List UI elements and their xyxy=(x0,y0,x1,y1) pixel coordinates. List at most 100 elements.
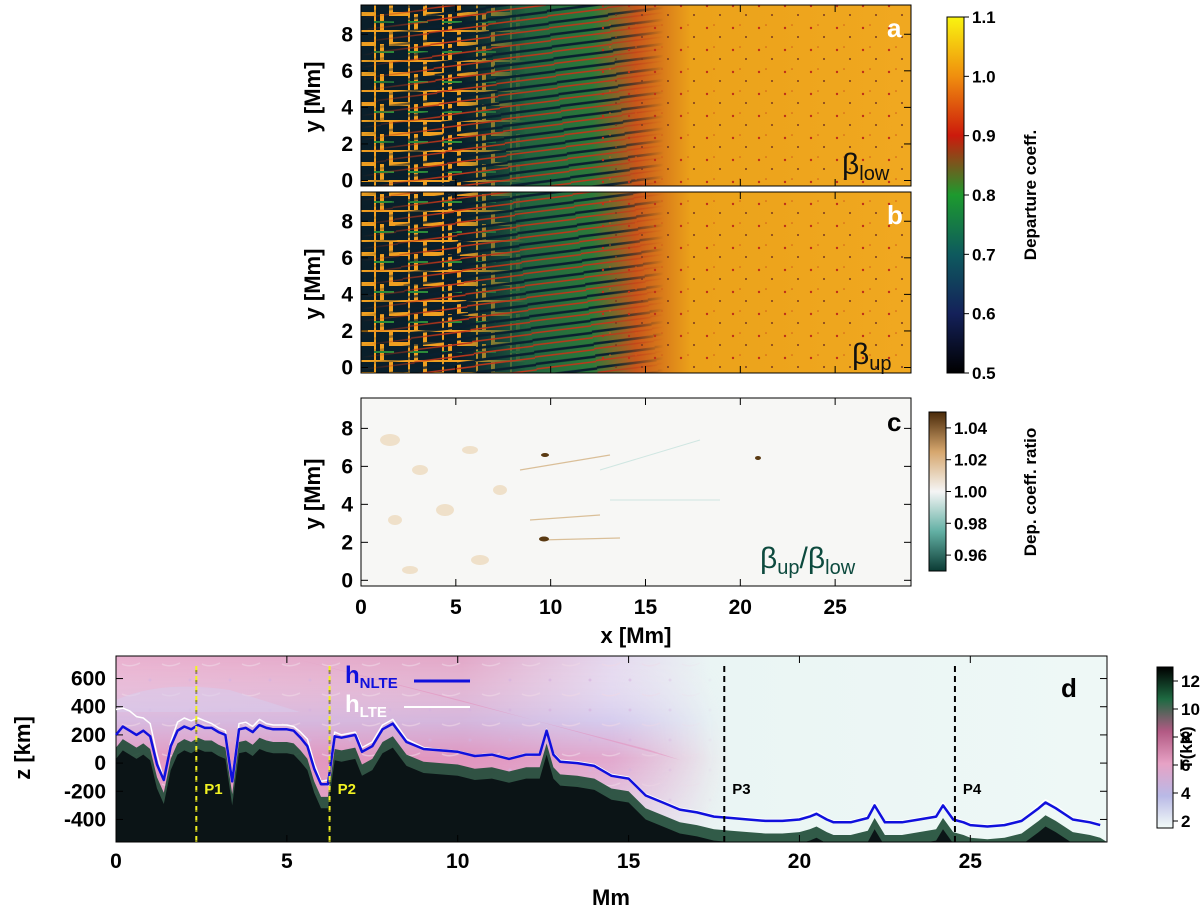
temperature-colorbar-tick-label: 4 xyxy=(1181,784,1191,803)
panel-a-ytick-label: 2 xyxy=(341,133,353,156)
legend-nlte-symbol: h xyxy=(345,662,360,689)
panel-c-xlabel: x [Mm] xyxy=(601,623,672,648)
beta-low-sub: low xyxy=(859,163,890,185)
departure-colorbar xyxy=(946,16,965,374)
photosphere-dark xyxy=(116,747,1107,842)
panel-d-map xyxy=(116,656,1107,842)
ratio-colorbar-tick-label: 1.04 xyxy=(954,419,988,438)
panel-a-ytick-label: 8 xyxy=(341,23,353,46)
panel-c-ytick-label: 6 xyxy=(341,455,353,478)
ratio-slash: / xyxy=(800,542,809,575)
panel-c-ytick-label: 4 xyxy=(341,493,353,516)
panel-b-label: b xyxy=(887,200,903,230)
panel-b-ytick-label: 4 xyxy=(341,283,353,306)
panel-c-ytick-label: 2 xyxy=(341,531,353,554)
departure-colorbar-tick-label: 0.6 xyxy=(972,305,996,324)
ratio-colorbar-tick-label: 1.02 xyxy=(954,451,987,470)
ratio-symbol-2: β xyxy=(808,542,825,575)
beta-up-annotation: βup xyxy=(852,338,892,375)
ratio-colorbar-label: Dep. coeff. ratio xyxy=(1021,428,1040,556)
temperature-colorbar-tick-label: 6 xyxy=(1181,756,1190,775)
panel-d-xtick-label: 20 xyxy=(788,850,811,873)
departure-colorbar-tick-label: 0.9 xyxy=(972,127,996,146)
legend-lte-sub: LTE xyxy=(360,704,387,721)
panel-c-ytick-label: 8 xyxy=(341,417,353,440)
ratio-colorbar-tick-label: 0.98 xyxy=(954,514,987,533)
temperature-colorbar-tick-label: 8 xyxy=(1181,728,1190,747)
panel-d-ytick-label: 0 xyxy=(94,752,106,775)
ratio-symbol-1: β xyxy=(760,542,777,575)
panel-c-xtick-label: 10 xyxy=(539,596,562,619)
marker-label: P2 xyxy=(338,781,356,798)
beta-up-symbol: β xyxy=(852,338,869,371)
temperature-colorbar-tick-label: 2 xyxy=(1181,812,1190,831)
panel-c-map xyxy=(361,398,911,586)
panel-a-frame xyxy=(360,4,912,187)
panel-c-xtick-label: 5 xyxy=(450,596,462,619)
departure-colorbar-label: Departure coeff. xyxy=(1021,130,1040,260)
temperature-colorbar-label: T(kK) xyxy=(1177,726,1196,769)
panel-b-ylabel: y [Mm] xyxy=(300,249,325,320)
panel-b-ytick-label: 0 xyxy=(341,357,353,380)
panel-d-ytick-label: 200 xyxy=(71,724,106,747)
panel-d-ytick-label: 600 xyxy=(71,668,106,691)
panel-d-xtick-label: 25 xyxy=(959,850,983,873)
panel-d-photosphere xyxy=(116,736,1107,842)
panel-c-ytick-label: 0 xyxy=(341,569,353,592)
panel-d-xtick-label: 5 xyxy=(281,850,293,873)
beta-ratio-annotation: βup/βlow xyxy=(760,542,856,579)
ratio-sub-2: low xyxy=(825,557,856,579)
legend-lte-symbol: h xyxy=(345,691,360,718)
beta-low-annotation: βlow xyxy=(842,148,890,185)
departure-colorbar-tick-label: 1.1 xyxy=(972,8,996,27)
panel-d-ylabel: z [km] xyxy=(10,716,35,780)
panel-c-ylabel: y [Mm] xyxy=(300,459,325,530)
departure-colorbar-tick-label: 0.7 xyxy=(972,245,996,264)
hnlte-line xyxy=(115,722,1101,828)
panel-c-xtick-label: 0 xyxy=(355,596,367,619)
panel-b-map xyxy=(361,192,911,373)
temperature-colorbar xyxy=(1156,666,1174,829)
beta-low-symbol: β xyxy=(842,148,859,181)
panel-d-ytick-label: -400 xyxy=(64,808,106,831)
beta-up-sub: up xyxy=(869,353,891,375)
panel-d-lines: P1 P2 P3 P4 xyxy=(115,666,1101,842)
panel-d-frame xyxy=(115,655,1108,843)
panel-c-xtick-label: 20 xyxy=(729,596,752,619)
panel-d-xtick-label: 10 xyxy=(446,850,469,873)
ratio-colorbar xyxy=(928,411,947,572)
panel-b-ytick-label: 6 xyxy=(341,247,353,270)
legend-lte: hLTE xyxy=(345,691,387,721)
legend-nlte: hNLTE xyxy=(345,662,398,692)
departure-colorbar-tick-label: 0.5 xyxy=(972,364,996,383)
departure-colorbar-tick-label: 0.8 xyxy=(972,186,996,205)
panel-c-xtick-label: 25 xyxy=(823,596,847,619)
panel-d-xtick-label: 15 xyxy=(617,850,641,873)
marker-label: P4 xyxy=(963,781,982,798)
panel-c-label: c xyxy=(887,407,901,437)
departure-colorbar-tick-label: 1.0 xyxy=(972,67,996,86)
panel-d-ytick-label: 400 xyxy=(71,696,106,719)
marker-label: P1 xyxy=(204,781,222,798)
panel-d-ytick-label: -200 xyxy=(64,780,106,803)
panel-a-ytick-label: 4 xyxy=(341,96,353,119)
panel-c-frame xyxy=(360,397,912,587)
panel-b-frame xyxy=(360,191,912,374)
panel-b-ytick-label: 2 xyxy=(341,320,353,343)
panel-b-ytick-label: 8 xyxy=(341,210,353,233)
temperature-colorbar-tick-label: 10 xyxy=(1181,700,1200,719)
panel-a-ylabel: y [Mm] xyxy=(300,62,325,133)
panel-d-xtick-label: 0 xyxy=(110,850,122,873)
panel-a-label: a xyxy=(887,13,902,43)
ratio-colorbar-tick-label: 1.00 xyxy=(954,483,987,502)
ratio-colorbar-tick-label: 0.96 xyxy=(954,546,987,565)
panel-c-xtick-label: 15 xyxy=(634,596,658,619)
marker-label: P3 xyxy=(732,781,750,798)
panel-d-label: d xyxy=(1061,673,1077,703)
panel-a-map xyxy=(361,5,911,186)
legend-nlte-sub: NLTE xyxy=(360,675,398,692)
panel-a-ytick-label: 0 xyxy=(341,170,353,193)
ratio-sub-1: up xyxy=(777,557,799,579)
